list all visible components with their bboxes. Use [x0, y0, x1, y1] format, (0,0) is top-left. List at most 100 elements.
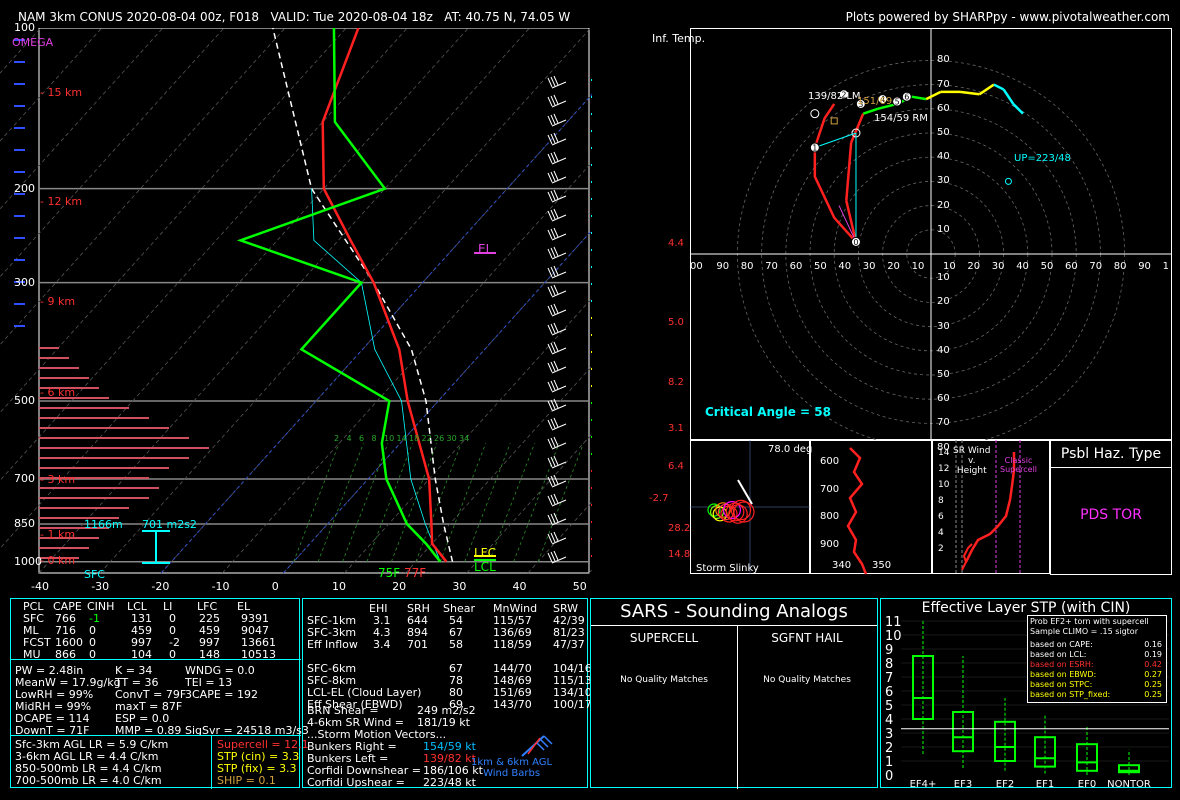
wind-barb — [551, 309, 567, 317]
lcl-label: LCL — [474, 560, 496, 574]
wind-barbs-icon — [521, 735, 553, 757]
hodo-x-label: 30 — [991, 261, 1005, 272]
sr-wind-y-label: 12 — [938, 464, 950, 474]
wind-barb — [551, 366, 567, 374]
lm-marker — [810, 109, 820, 119]
cell: MnWind — [493, 602, 538, 615]
cell: 148/69 — [493, 674, 532, 687]
hodo-ring-label: 30 — [937, 175, 950, 187]
barb-flag — [550, 399, 556, 410]
stp-prob-label: based on ESRH: — [1030, 660, 1094, 669]
advection-value: 3.1 — [668, 423, 684, 434]
parcel-row: FCST 1600 0 997 -2 997 13661 — [15, 637, 297, 649]
stp-y-label: 3 — [885, 727, 893, 742]
cell: 154/59 kt — [423, 740, 476, 753]
barb-flag — [553, 113, 559, 124]
hodo-point-label: 6 — [904, 93, 909, 102]
barb-flag — [553, 360, 559, 371]
cell: STP (cin) = 3.3 — [217, 750, 300, 763]
barb-flag — [547, 457, 553, 468]
kin-vectors-title: ...Storm Motion Vectors... — [307, 729, 587, 741]
sfc-label: SFC — [84, 568, 105, 581]
barb-flag — [553, 417, 559, 428]
barb-flag — [553, 189, 559, 200]
cell: LCL-EL (Cloud Layer) — [307, 686, 422, 699]
kin-row: Eff Inflow 3.4 701 58 118/59 47/37 — [307, 639, 587, 651]
sars-title: SARS - Sounding Analogs — [620, 601, 848, 622]
isotherm — [466, 433, 592, 574]
barb-flag — [547, 419, 553, 430]
barb-flag — [550, 361, 556, 372]
cell: 766 — [55, 612, 76, 625]
hodo-ring-label: 10 — [937, 223, 950, 235]
wind-barb — [551, 81, 567, 89]
cell: 100/17 — [553, 698, 592, 711]
kin-row: SFC-6km 67 144/70 104/16 — [307, 663, 592, 675]
wetbulb-trace — [311, 188, 441, 562]
cell: 894 — [407, 626, 428, 639]
cell: 249 m2/s2 — [417, 704, 476, 717]
cell: Bunkers Right = — [307, 740, 397, 753]
hodograph-panel: 0 1 2 3 4 56 — [690, 28, 1172, 440]
critical-angle-line — [838, 205, 857, 243]
cell: LCL — [127, 600, 147, 613]
stp-prob-label: based on CAPE: — [1030, 640, 1093, 649]
pressure-label: 100 — [14, 21, 35, 34]
barb-flag — [547, 96, 553, 107]
hodo-ring-label: 20 — [937, 296, 950, 308]
hodo-point-label: 5 — [895, 98, 900, 107]
cell: MeanW = 17.9g/kg — [15, 676, 121, 689]
cell: 151/69 — [493, 686, 532, 699]
lm-label: 139/82 LM — [808, 91, 861, 102]
barb-flag — [550, 342, 556, 353]
parcel-row: MU 866 0 104 0 148 10513 — [15, 649, 297, 661]
barb-flag — [547, 400, 553, 411]
temp-axis-tick: -30 — [91, 580, 110, 593]
isotherm — [0, 28, 103, 142]
skewt-panel — [0, 28, 592, 574]
hodo-segment — [959, 90, 980, 96]
mixing-ratio-line — [415, 443, 462, 562]
stp-box — [952, 711, 974, 753]
hodo-x-label: 70 — [765, 261, 778, 272]
barb-flag — [550, 323, 556, 334]
isotherm — [0, 28, 286, 346]
barb-flag — [553, 284, 559, 295]
barb-flag — [553, 170, 559, 181]
index-row: DownT = 71F MMP = 0.89 SigSvr = 24518 m3/s… — [15, 725, 309, 737]
pressure-label: 1000 — [14, 554, 42, 568]
hazard-panel: Psbl Haz. Type PDS TOR — [1050, 440, 1172, 575]
cell: 148 — [199, 648, 220, 661]
theta-y-label: 700 — [820, 484, 840, 495]
cell: 644 — [407, 614, 428, 627]
barb-flag — [547, 134, 553, 145]
lapse-row: 3-6km AGL LR = 4.4 C/km — [15, 751, 205, 763]
cell: BRN Shear = — [307, 704, 379, 717]
wind-barb — [551, 138, 567, 146]
sfc-dewpoint-label: 75F — [378, 566, 401, 580]
barb-flag — [553, 151, 559, 162]
stp-category-label: NONTOR — [1107, 779, 1151, 789]
cell: LowRH = 99% — [15, 688, 94, 701]
wind-barb — [551, 461, 567, 469]
cell: 47/37 — [553, 638, 585, 651]
stp-category-label: EF1 — [1036, 779, 1054, 789]
mixing-ratio-label: 14 — [396, 434, 407, 443]
barb-flag — [550, 532, 556, 543]
barb-flag — [550, 133, 556, 144]
index-row: MidRH = 99% maxT = 87F — [15, 701, 297, 713]
parcel-header: PCL CAPE CINH LCL LI LFC EL — [15, 601, 297, 613]
slinky-tilt-line — [737, 479, 753, 505]
barb-flag — [550, 513, 556, 524]
cell: LFC — [197, 600, 218, 613]
stp-box — [1034, 736, 1056, 768]
barb-flag — [553, 227, 559, 238]
height-label: - 9 km — [40, 295, 76, 308]
stp-prob-label: based on STP_fixed: — [1030, 690, 1111, 699]
parcel-row: SFC 766 -1 131 0 225 9391 — [15, 613, 297, 625]
barb-flag — [553, 341, 559, 352]
barb-flag — [553, 398, 559, 409]
cell: ConvT = 79F — [115, 688, 187, 701]
cell: 136/69 — [493, 626, 532, 639]
sr-wind-title: SR Wind v. Height — [953, 446, 991, 476]
